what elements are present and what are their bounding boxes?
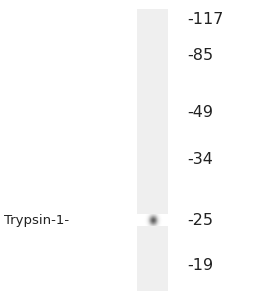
Bar <box>137 9 168 291</box>
Text: -25: -25 <box>188 213 214 228</box>
Text: -19: -19 <box>188 258 214 273</box>
Text: -117: -117 <box>188 12 224 27</box>
Text: Trypsin-1-: Trypsin-1- <box>4 214 69 227</box>
Text: -85: -85 <box>188 48 214 63</box>
Text: -34: -34 <box>188 152 214 166</box>
Text: -49: -49 <box>188 105 214 120</box>
